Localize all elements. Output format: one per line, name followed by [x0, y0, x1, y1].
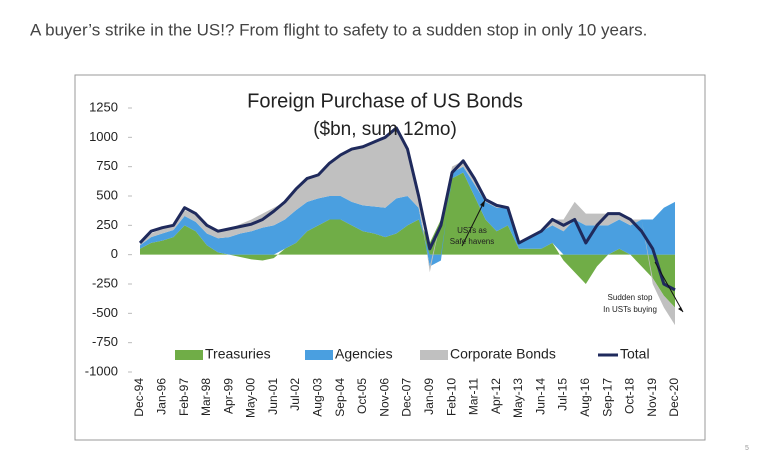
- y-tick-label: -250: [92, 275, 118, 290]
- x-tick-label: Dec-07: [400, 378, 414, 417]
- legend-label: Corporate Bonds: [450, 346, 556, 362]
- x-tick-label: Jul-15: [556, 378, 570, 411]
- y-tick-label: -750: [92, 334, 118, 349]
- area: [140, 172, 675, 308]
- page-number: 5: [745, 445, 749, 452]
- x-tick-label: Jan-96: [154, 378, 168, 415]
- annotation: Sudden stop: [608, 293, 653, 302]
- y-tick-label: 250: [96, 217, 118, 232]
- legend-swatch: [420, 350, 448, 360]
- x-tick-label: Jul-02: [288, 378, 302, 411]
- x-tick-label: Oct-18: [623, 378, 637, 414]
- legend-label: Agencies: [335, 346, 393, 362]
- x-tick-label: Apr-12: [489, 378, 503, 414]
- y-tick-label: 750: [96, 158, 118, 173]
- arrowhead: [678, 307, 683, 312]
- legend-swatch: [305, 350, 333, 360]
- x-tick-label: Aug-16: [578, 378, 592, 417]
- annotation: In USTs buying: [603, 305, 657, 314]
- annotation: USTs as: [457, 226, 487, 235]
- x-tick-label: Apr-99: [221, 378, 235, 414]
- x-tick-label: Sep-04: [333, 378, 347, 417]
- plot: 1250 1000 750 500 250 0 -250 -500 -750 -1000 Dec-9…: [85, 99, 681, 418]
- annotation: Safe havens: [450, 237, 494, 246]
- x-tick-label: May-00: [244, 378, 258, 418]
- x-tick-label: Nov-06: [377, 378, 391, 417]
- arrow: [654, 261, 684, 313]
- y-tick-label: 1250: [89, 99, 118, 114]
- y-tick-label: -500: [92, 305, 118, 320]
- x-tick-label: Dec-20: [667, 378, 681, 417]
- arrowhead: [480, 200, 485, 207]
- x-tick-label: Feb-10: [444, 378, 458, 416]
- x-tick-label: Dec-94: [132, 378, 146, 417]
- x-tick-label: May-13: [511, 378, 525, 418]
- x-tick-label: Oct-05: [355, 378, 369, 414]
- slide-title: A buyer’s strike in the US!? From flight…: [30, 20, 647, 39]
- x-tick-label: Mar-11: [467, 378, 481, 415]
- legend-label: Total: [620, 346, 650, 362]
- x-tick-label: Mar-98: [199, 378, 213, 416]
- area: [140, 166, 675, 267]
- x-tick-label: Nov-19: [645, 378, 659, 417]
- x-tick-label: Feb-97: [177, 378, 191, 416]
- y-tick-label: -1000: [85, 363, 118, 378]
- legend-swatch: [175, 350, 203, 360]
- y-tick-label: 1000: [89, 129, 118, 144]
- y-tick-label: 500: [96, 187, 118, 202]
- legend-label: Treasuries: [205, 346, 271, 362]
- y-tick-label: 0: [111, 246, 118, 261]
- x-tick-label: Jun-14: [533, 378, 547, 415]
- x-tick-label: Sep-17: [600, 378, 614, 417]
- arrow: [461, 199, 486, 247]
- chart-subtitle: ($bn, sum 12mo): [313, 119, 457, 140]
- x-tick-label: Jan-09: [422, 378, 436, 415]
- total-line: [138, 126, 676, 292]
- x-tick-label: Jun-01: [266, 378, 280, 415]
- x-tick-label: Aug-03: [311, 378, 325, 417]
- chart-title: Foreign Purchase of US Bonds: [247, 90, 523, 112]
